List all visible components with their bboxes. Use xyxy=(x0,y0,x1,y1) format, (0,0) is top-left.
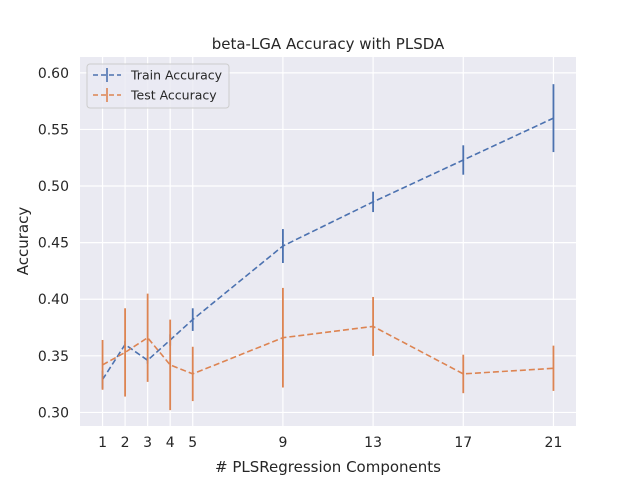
x-tick-label: 17 xyxy=(454,435,472,451)
x-tick-label: 1 xyxy=(98,435,107,451)
series-1 xyxy=(101,287,555,411)
y-tick-label: 0.50 xyxy=(38,179,69,195)
y-axis-label: Accuracy xyxy=(14,207,32,276)
legend-box xyxy=(86,63,230,109)
x-tick-label: 3 xyxy=(143,435,152,451)
x-axis-label: # PLSRegression Components xyxy=(215,458,441,476)
x-tick-label: 5 xyxy=(188,435,197,451)
y-tick-label: 0.60 xyxy=(38,66,69,82)
x-tick-label: 13 xyxy=(364,435,382,451)
plot-background xyxy=(80,57,576,426)
chart-title: beta-LGA Accuracy with PLSDA xyxy=(212,35,445,53)
series-layer xyxy=(101,84,555,411)
y-tick-label: 0.45 xyxy=(38,236,69,252)
legend-label: Test Accuracy xyxy=(130,88,217,103)
y-tick-label: 0.40 xyxy=(38,292,69,308)
x-tick-labels: 1 2 3 4 5 9 13 17 21 xyxy=(98,435,562,451)
legend-label: Train Accuracy xyxy=(130,68,223,83)
x-tick-label: 2 xyxy=(121,435,130,451)
y-tick-labels: 0.30 0.35 0.40 0.45 0.50 0.55 0.60 xyxy=(38,66,69,422)
y-tick-label: 0.30 xyxy=(38,405,69,421)
x-tick-label: 21 xyxy=(545,435,563,451)
legend: Train Accuracy Test Accuracy xyxy=(86,63,230,109)
x-tick-label: 4 xyxy=(166,435,175,451)
x-tick-label: 9 xyxy=(278,435,287,451)
y-tick-label: 0.55 xyxy=(38,122,69,138)
y-tick-label: 0.35 xyxy=(38,349,69,365)
